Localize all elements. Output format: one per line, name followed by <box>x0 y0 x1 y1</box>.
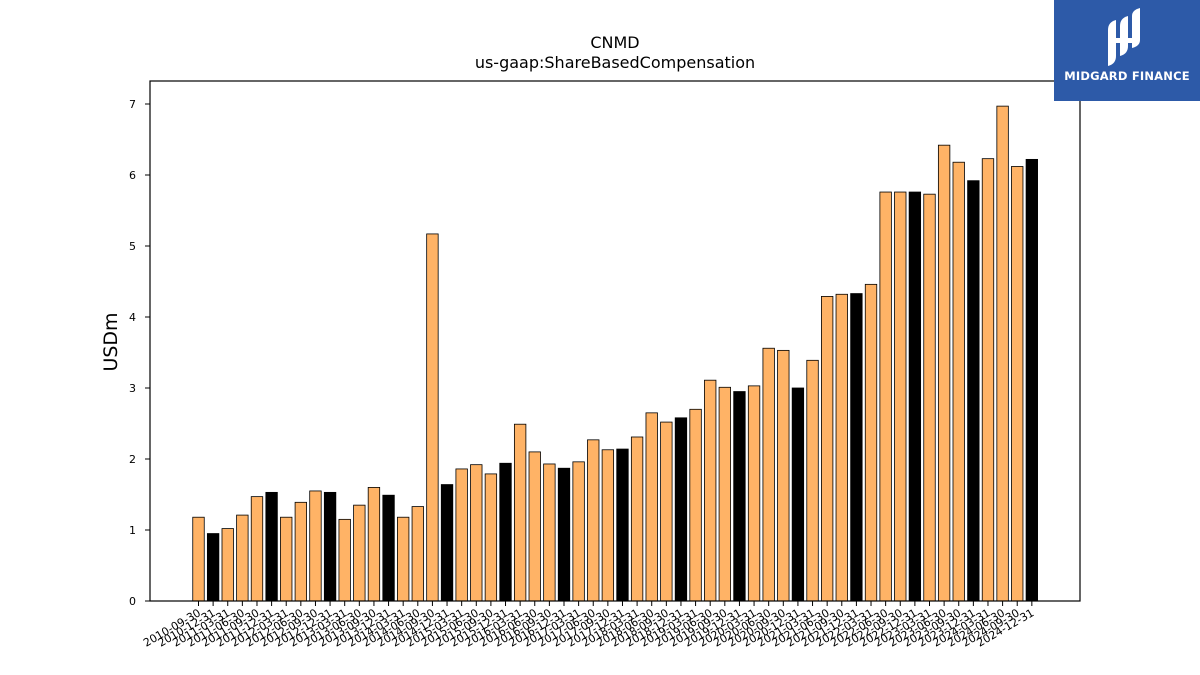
brand-mark-icon <box>1108 8 1140 66</box>
bar-2017-06-30 <box>587 439 600 602</box>
bar-2014-09-30 <box>426 233 439 602</box>
y-tick-label: 1 <box>129 524 136 537</box>
bar-2022-06-30 <box>879 191 892 602</box>
bar-2022-09-30 <box>894 191 907 602</box>
y-tick-label: 2 <box>129 453 136 466</box>
bar-2010-12-31 <box>206 533 220 602</box>
x-axis: 2010-09-302010-12-312011-03-312011-06-30… <box>141 601 1036 650</box>
bar-2015-09-30 <box>484 473 498 602</box>
bar-2016-06-30 <box>528 451 541 602</box>
bar-2012-03-31 <box>280 516 293 602</box>
plot-frame <box>149 80 1081 602</box>
bar-2016-12-31 <box>557 467 571 602</box>
bar-2013-09-30 <box>367 486 381 602</box>
bar-2014-03-31 <box>397 516 410 602</box>
y-tick-label: 5 <box>129 240 136 253</box>
bar-2015-03-31 <box>455 468 468 602</box>
bar-2011-12-31 <box>265 491 278 602</box>
bar-2015-12-31 <box>499 462 512 602</box>
chart-subtitle: us-gaap:ShareBasedCompensation <box>475 53 755 72</box>
bar-2023-12-31 <box>967 180 980 602</box>
bar-2022-12-31 <box>908 191 922 602</box>
bar-series <box>192 105 1038 602</box>
bar-2013-12-31 <box>382 494 395 602</box>
bar-2021-09-30 <box>835 293 848 602</box>
bar-2020-12-31 <box>791 387 805 602</box>
chart-title: CNMD <box>590 33 639 52</box>
bar-2022-03-31 <box>864 283 878 602</box>
y-tick-label: 7 <box>129 98 136 111</box>
bar-2017-09-30 <box>601 449 615 602</box>
bar-2011-06-30 <box>236 514 249 602</box>
bar-2024-03-31 <box>981 158 995 602</box>
bar-2018-03-31 <box>630 436 644 602</box>
bar-2019-03-31 <box>689 408 702 602</box>
bar-2021-03-31 <box>806 359 819 602</box>
brand-name: MIDGARD FINANCE <box>1064 69 1190 83</box>
bar-2017-12-31 <box>616 448 629 602</box>
bar-2018-09-30 <box>660 421 673 602</box>
bar-2015-06-30 <box>470 464 483 602</box>
bar-2018-12-31 <box>674 417 688 602</box>
bar-2014-06-30 <box>411 506 424 602</box>
bar-2012-12-31 <box>323 491 337 602</box>
brand-logo: MIDGARD FINANCE <box>1054 0 1200 101</box>
bar-2019-09-30 <box>718 386 731 602</box>
bar-2024-06-30 <box>996 105 1009 602</box>
bar-2020-09-30 <box>777 349 790 602</box>
bar-2021-12-31 <box>850 293 863 602</box>
bar-2013-06-30 <box>353 504 366 602</box>
bar-2019-12-31 <box>733 391 746 602</box>
bar-2017-03-31 <box>572 461 585 602</box>
y-axis: 0 1 2 3 4 5 6 7 <box>129 98 150 608</box>
bar-2023-09-30 <box>952 161 965 602</box>
bar-2010-09-30 <box>192 516 205 602</box>
bar-2012-06-30 <box>294 501 307 602</box>
bar-2023-06-30 <box>937 144 951 602</box>
bar-2023-03-31 <box>923 193 936 602</box>
bar-2014-12-31 <box>440 484 454 602</box>
bar-2020-03-31 <box>747 385 761 602</box>
bar-2021-06-30 <box>821 296 834 602</box>
bar-2016-03-31 <box>513 423 527 602</box>
y-axis-label: USDm <box>100 312 122 371</box>
bar-2016-09-30 <box>543 463 556 602</box>
bar-2013-03-31 <box>338 518 351 602</box>
bar-2024-12-31 <box>1025 158 1038 602</box>
bar-2011-03-31 <box>221 528 234 602</box>
bar-2020-06-30 <box>762 347 775 602</box>
y-tick-label: 4 <box>129 311 136 324</box>
y-tick-label: 3 <box>129 382 136 395</box>
bar-2011-09-30 <box>250 496 264 602</box>
y-tick-label: 6 <box>129 169 136 182</box>
bar-2019-06-30 <box>704 379 717 602</box>
y-tick-label: 0 <box>129 595 136 608</box>
bar-2018-06-30 <box>645 412 658 602</box>
bar-2012-09-30 <box>309 490 322 602</box>
bar-2024-09-30 <box>1011 166 1024 602</box>
